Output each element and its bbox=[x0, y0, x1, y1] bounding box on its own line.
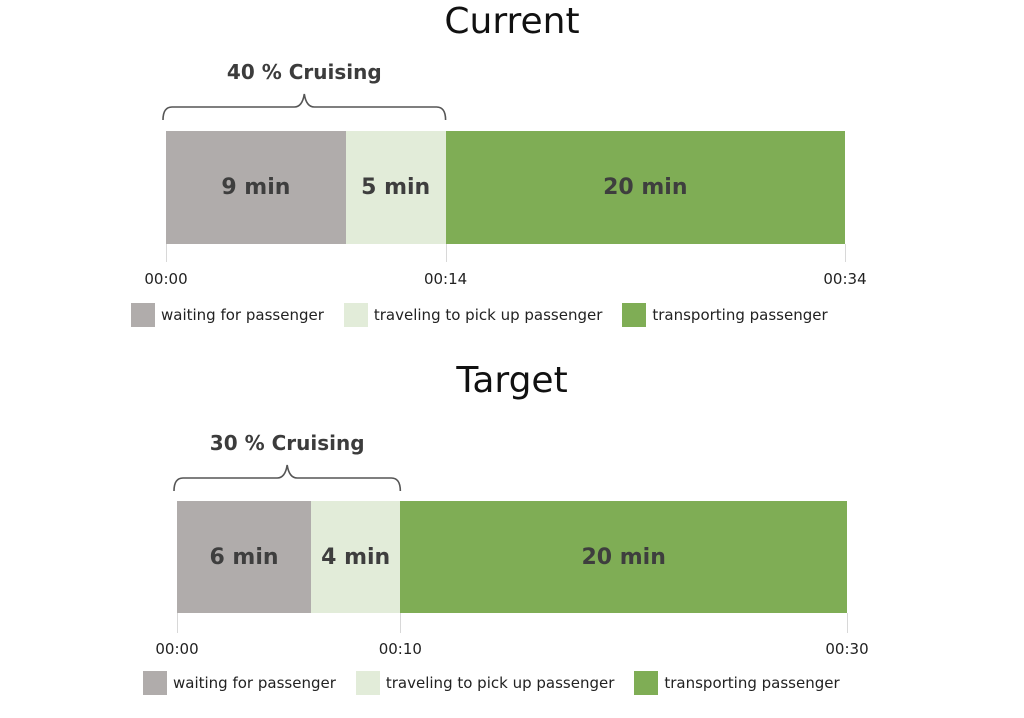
cruising-brace bbox=[162, 93, 447, 121]
bar-segment: 6 min bbox=[177, 501, 311, 613]
cruising-annotation: 30 % Cruising bbox=[209, 431, 365, 455]
legend-swatch bbox=[622, 303, 647, 327]
tick-mark bbox=[177, 613, 178, 633]
tick-label: 00:30 bbox=[825, 640, 869, 658]
bar-segment: 20 min bbox=[400, 501, 847, 613]
chart-panel-target: Target 30 % Cruising 6 min 4 min 20 min 00:… bbox=[0, 359, 1024, 718]
legend: waiting for passenger traveling to pick u… bbox=[143, 671, 860, 695]
tick-mark bbox=[845, 244, 846, 262]
cruising-annotation: 40 % Cruising bbox=[226, 60, 382, 84]
tick-label: 00:10 bbox=[378, 640, 422, 658]
tick-label: 00:34 bbox=[823, 270, 867, 288]
tick-label: 00:00 bbox=[144, 270, 188, 288]
legend-item: transporting passenger bbox=[622, 303, 828, 327]
bar-segment: 5 min bbox=[345, 131, 446, 244]
legend-label: traveling to pick up passenger bbox=[373, 306, 603, 324]
legend-item: waiting for passenger bbox=[143, 671, 336, 695]
cruising-brace bbox=[173, 464, 402, 492]
tick-label: 00:14 bbox=[423, 270, 468, 288]
legend-item: traveling to pick up passenger bbox=[343, 303, 603, 327]
legend-swatch bbox=[143, 671, 167, 695]
chart-panel-current: Current 40 % Cruising 9 min 5 min 20 min 00… bbox=[131, 1, 867, 327]
legend-label: waiting for passenger bbox=[161, 306, 324, 324]
legend-swatch bbox=[343, 303, 368, 327]
legend-label: transporting passenger bbox=[652, 306, 828, 324]
legend-swatch bbox=[634, 671, 659, 695]
legend-item: traveling to pick up passenger bbox=[355, 671, 615, 695]
legend-swatch bbox=[355, 671, 380, 695]
chart-title: Target bbox=[456, 360, 568, 401]
tick-mark bbox=[400, 613, 402, 633]
legend-swatch bbox=[131, 303, 155, 327]
bar-segment: 20 min bbox=[445, 131, 845, 244]
tick-label: 00:00 bbox=[155, 640, 199, 658]
legend-item: waiting for passenger bbox=[131, 303, 324, 327]
legend-label: traveling to pick up passenger bbox=[385, 674, 615, 692]
tick-mark bbox=[166, 244, 167, 262]
legend: waiting for passenger traveling to pick u… bbox=[131, 303, 848, 327]
bar-segment: 4 min bbox=[311, 501, 401, 613]
tick-mark bbox=[445, 244, 447, 262]
tick-mark bbox=[847, 613, 848, 633]
chart-title: Current bbox=[444, 1, 580, 42]
legend-label: transporting passenger bbox=[664, 674, 840, 692]
legend-item: transporting passenger bbox=[634, 671, 840, 695]
bar-segment: 9 min bbox=[166, 131, 346, 244]
legend-label: waiting for passenger bbox=[173, 674, 336, 692]
